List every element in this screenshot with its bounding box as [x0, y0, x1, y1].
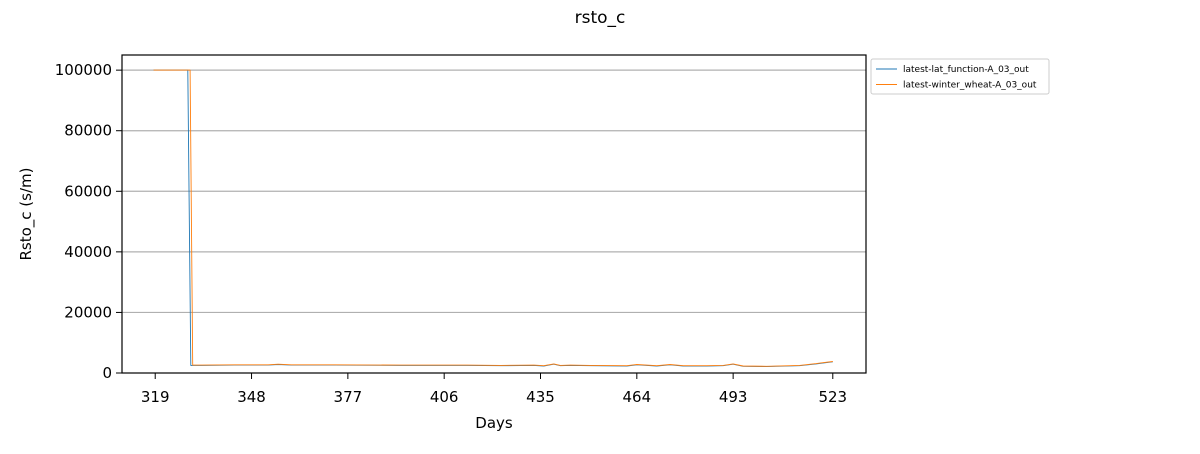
series-line-2	[153, 69, 833, 367]
plot-frame	[121, 54, 867, 374]
x-tick-label: 435	[526, 388, 555, 406]
x-axis-label: Days	[475, 414, 513, 432]
x-tick-label: 348	[237, 388, 266, 406]
x-tick-label: 523	[818, 388, 847, 406]
y-tick-label: 20000	[64, 303, 112, 321]
y-tick-label: 0	[102, 364, 112, 382]
x-tick-label: 493	[719, 388, 748, 406]
y-tick-label: 80000	[64, 122, 112, 140]
x-tick-label: 319	[141, 388, 170, 406]
legend-label: latest-winter_wheat-A_03_out	[903, 81, 1037, 91]
series-line-1	[153, 69, 833, 368]
x-tick-label: 377	[334, 388, 363, 406]
y-axis-ticks: 0 20000 40000 60000 80000 100000	[55, 61, 122, 382]
chart-title: rsto_c	[575, 8, 626, 28]
series-layer	[153, 69, 833, 368]
x-tick-label: 406	[430, 388, 459, 406]
legend-frame	[870, 58, 1050, 95]
x-axis-ticks: 319 348 377 406 435 464 493 523	[141, 373, 847, 406]
y-tick-label: 60000	[64, 182, 112, 200]
y-tick-label: 100000	[55, 61, 112, 79]
y-tick-label: 40000	[64, 243, 112, 261]
x-tick-label: 464	[623, 388, 652, 406]
legend-label: latest-lat_function-A_03_out	[903, 65, 1029, 75]
grid-lines	[122, 69, 866, 314]
y-axis-label: Rsto_c (s/m)	[17, 168, 36, 261]
legend: latest-lat_function-A_03_out latest-winte…	[870, 58, 1050, 95]
